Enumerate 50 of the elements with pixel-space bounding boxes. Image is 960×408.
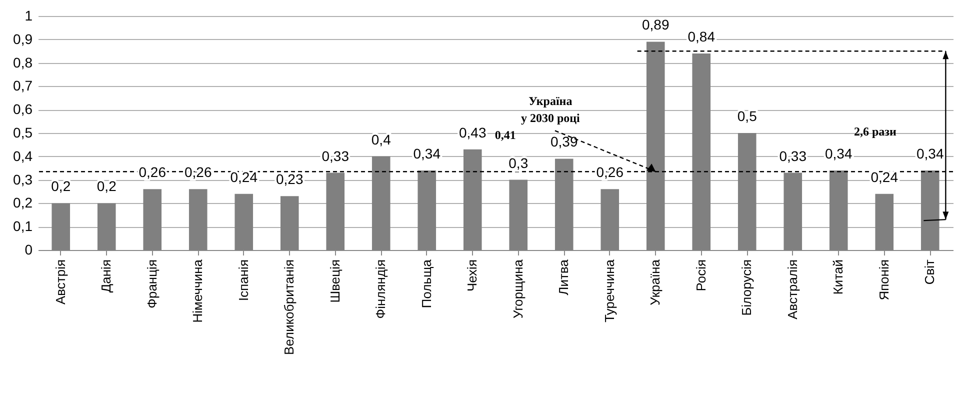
x-tick-label: Фінляндія bbox=[373, 260, 388, 319]
data-label: 0,3 bbox=[508, 154, 528, 171]
annotation: 2,6 рази bbox=[854, 124, 897, 138]
y-tick-label: 0,2 bbox=[13, 194, 33, 211]
x-tick-label: Польща bbox=[418, 258, 434, 308]
x-tick-label: Литва bbox=[556, 258, 572, 296]
y-tick-label: 0,8 bbox=[13, 54, 33, 70]
data-label: 0,43 bbox=[459, 124, 486, 140]
y-tick-label: 0,7 bbox=[13, 78, 33, 94]
y-tick-label: 1 bbox=[24, 8, 33, 24]
x-tick-label: Китай bbox=[830, 260, 846, 295]
x-tick-label: Україна bbox=[648, 258, 663, 306]
data-label: 0,4 bbox=[371, 131, 392, 148]
data-label: 0,24 bbox=[230, 168, 258, 185]
y-tick-label: 0,4 bbox=[13, 148, 33, 164]
data-label: 0,34 bbox=[916, 145, 944, 162]
y-tick-label: 0,9 bbox=[13, 30, 33, 47]
x-tick-label: Німеччина bbox=[190, 258, 206, 323]
y-tick-label: 0,1 bbox=[13, 218, 33, 234]
data-label: 0,2 bbox=[96, 178, 117, 194]
x-tick-label: Іспанія bbox=[236, 260, 251, 301]
data-label: 0,5 bbox=[737, 108, 758, 124]
data-label: 0,34 bbox=[413, 145, 441, 162]
y-tick-label: 0 bbox=[24, 242, 33, 258]
x-tick-label: Світ bbox=[922, 259, 938, 285]
x-tick-label: Австралія bbox=[784, 260, 800, 320]
data-label: 0,26 bbox=[138, 164, 166, 180]
data-label: 0,24 bbox=[870, 168, 898, 185]
x-tick-label: Швеція bbox=[327, 260, 342, 303]
data-label: 0,33 bbox=[322, 148, 350, 164]
x-tick-label: Росія bbox=[693, 260, 708, 292]
data-label: 0,89 bbox=[642, 16, 670, 33]
x-tick-label: Туреччина bbox=[602, 258, 617, 322]
data-label: 0,84 bbox=[688, 28, 716, 44]
x-tick-label: Угорщина bbox=[510, 258, 526, 318]
data-label: 0,34 bbox=[825, 145, 852, 162]
data-label: 0,2 bbox=[51, 178, 71, 194]
y-tick-label: 0,3 bbox=[13, 171, 33, 188]
x-tick-label: Великобританія bbox=[282, 260, 297, 355]
data-label: 0,33 bbox=[779, 148, 807, 164]
data-label: 0,26 bbox=[596, 164, 624, 180]
data-label: 0,23 bbox=[276, 171, 304, 188]
x-tick-label: Данія bbox=[98, 260, 114, 293]
x-tick-label: Японія bbox=[876, 260, 892, 300]
x-tick-label: Франція bbox=[144, 260, 160, 308]
x-tick-label: Чехія bbox=[464, 260, 480, 292]
y-tick-label: 0,6 bbox=[13, 101, 33, 118]
y-tick-label: 0,5 bbox=[13, 124, 33, 140]
x-tick-label: Австрія bbox=[52, 260, 68, 305]
x-tick-label: Білорусія bbox=[739, 260, 754, 316]
